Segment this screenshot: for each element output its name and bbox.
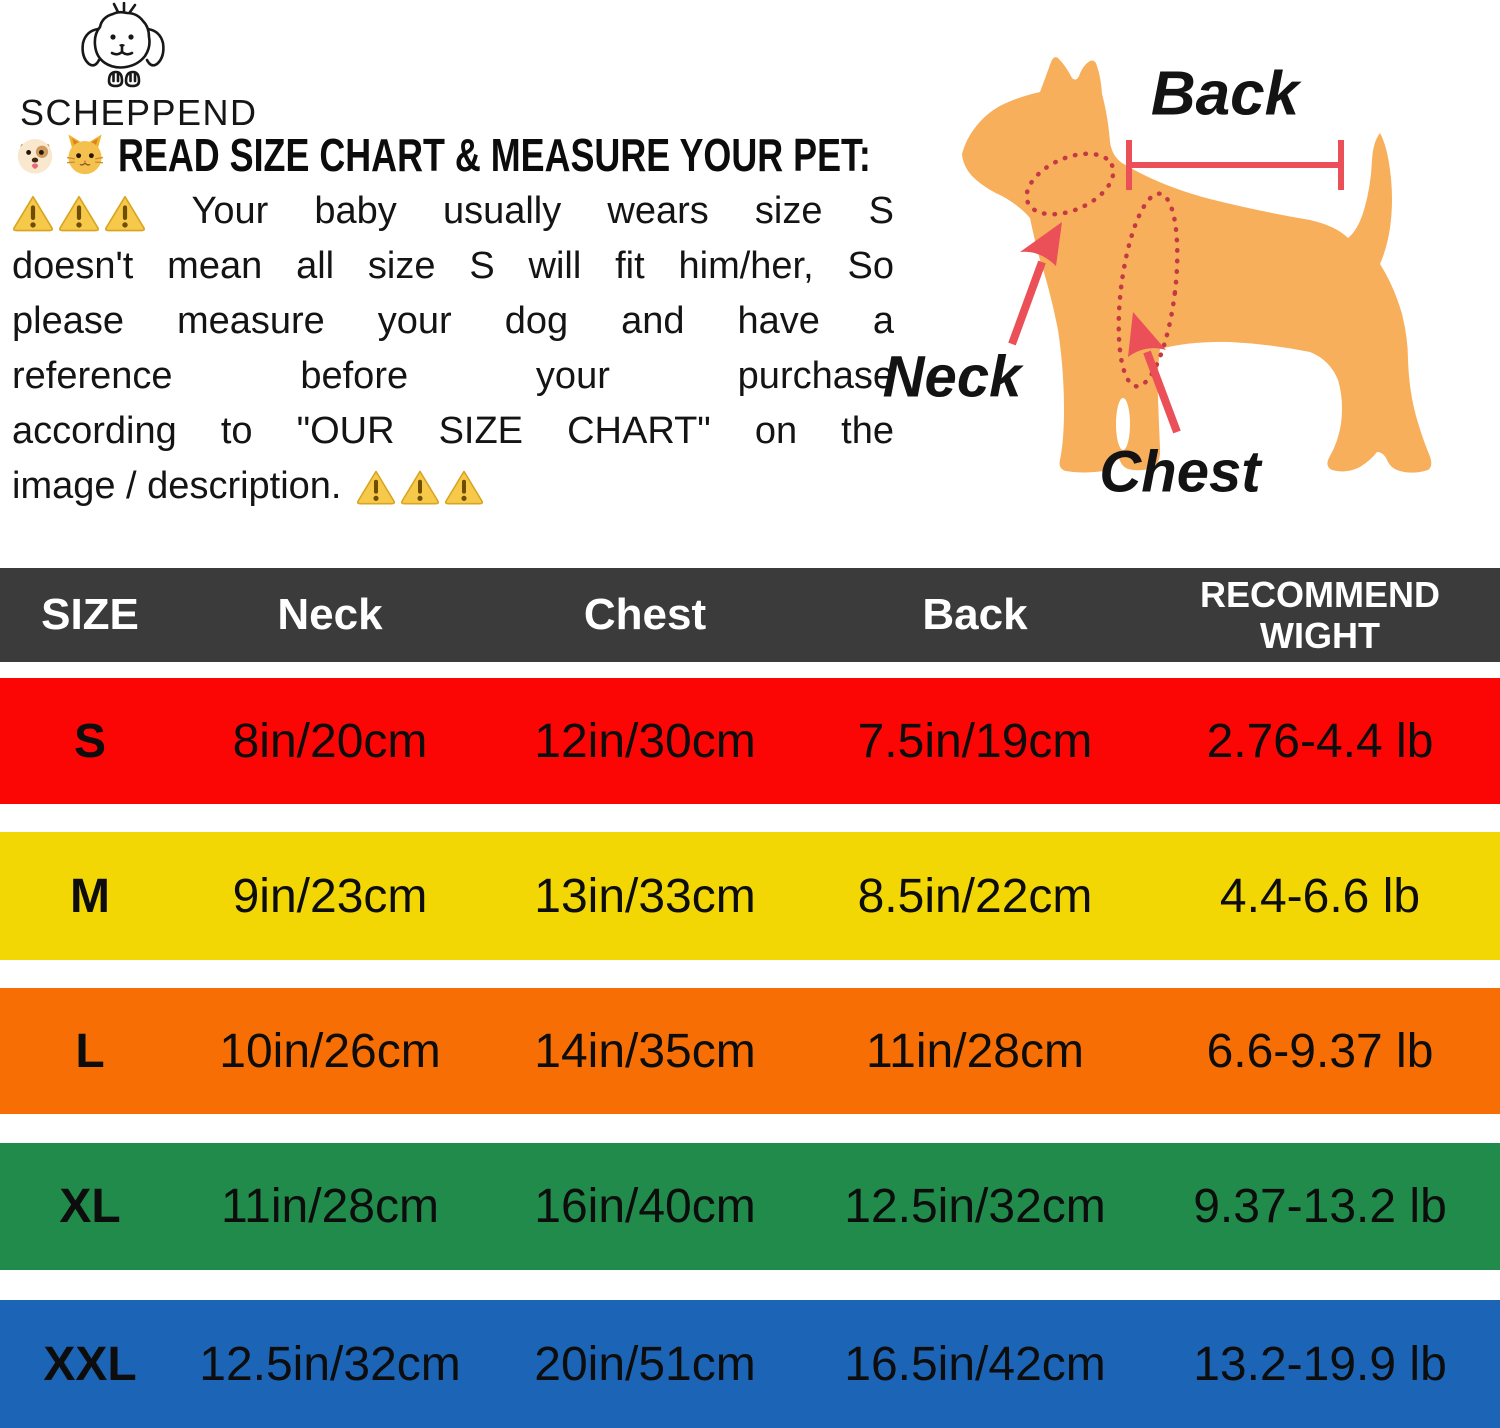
neck-label: Neck	[882, 344, 1022, 410]
back-value: 11in/28cm	[866, 1024, 1084, 1078]
size-table: SIZE Neck Chest Back RECOMMEND WIGHT S 8…	[0, 568, 1500, 1428]
notice-line: doesn't mean all size S will fit him/her…	[12, 245, 894, 287]
puppy-logo-icon	[81, 2, 165, 88]
table-row-xxl: XXL 12.5in/32cm 20in/51cm 16.5in/42cm 13…	[0, 1300, 1500, 1428]
neck-dotted-ellipse	[1024, 151, 1116, 217]
weight-value: 6.6-9.37 lb	[1206, 1024, 1434, 1078]
header-size: SIZE	[41, 590, 139, 639]
notice-heading-text: READ SIZE CHART & MEASURE YOUR PET:	[118, 129, 871, 181]
header-recommend-weight: RECOMMEND WIGHT	[1200, 574, 1440, 656]
table-header-row: SIZE Neck Chest Back RECOMMEND WIGHT	[0, 568, 1500, 662]
chest-value: 16in/40cm	[534, 1180, 756, 1233]
size-value: L	[75, 1024, 105, 1078]
table-row-l: L 10in/26cm 14in/35cm 11in/28cm 6.6-9.37…	[0, 988, 1500, 1114]
size-value: M	[70, 869, 110, 923]
dog-silhouette	[962, 57, 1432, 473]
notice-line: Your baby usually wears size S	[12, 184, 894, 239]
size-value: S	[73, 714, 106, 768]
warning-icon	[105, 195, 145, 232]
warning-icon	[13, 195, 53, 232]
notice-heading: READ SIZE CHART & MEASURE YOUR PET:	[12, 126, 894, 184]
chest-value: 12in/30cm	[534, 714, 756, 768]
weight-value: 13.2-19.9 lb	[1193, 1337, 1447, 1391]
chest-dotted-ellipse	[1116, 191, 1180, 389]
chest-value: 20in/51cm	[534, 1337, 756, 1391]
header-back: Back	[922, 590, 1028, 639]
size-value: XXL	[43, 1337, 137, 1391]
chest-value: 13in/33cm	[534, 869, 756, 923]
notice-line: reference before your purchase	[12, 355, 894, 397]
notice-line-text: image / description.	[12, 465, 342, 507]
notice-line: image / description.	[12, 459, 894, 514]
header-chest: Chest	[583, 590, 707, 639]
dog-face-icon	[17, 139, 53, 174]
notice-line: please measure your dog and have a	[12, 300, 894, 342]
neck-value: 10in/26cm	[219, 1024, 441, 1078]
chest-arrow-icon	[1128, 312, 1181, 434]
back-label: Back	[1150, 59, 1300, 129]
cat-face-icon	[66, 134, 104, 175]
weight-value: 9.37-13.2 lb	[1193, 1180, 1447, 1233]
table-row-s: S 8in/20cm 12in/30cm 7.5in/19cm 2.76-4.4…	[0, 678, 1500, 804]
warning-icon	[400, 470, 439, 504]
neck-value: 12.5in/32cm	[199, 1337, 461, 1391]
back-value: 16.5in/42cm	[844, 1337, 1106, 1391]
notice-line-text: Your baby usually wears size S	[191, 190, 894, 232]
neck-value: 11in/28cm	[221, 1180, 439, 1233]
measure-notice: READ SIZE CHART & MEASURE YOUR PET: Your…	[12, 126, 894, 514]
weight-value: 4.4-6.6 lb	[1219, 869, 1421, 923]
notice-line: according to "OUR SIZE CHART" on the	[12, 410, 894, 452]
brand-name: SCHEPPEND	[20, 92, 258, 133]
warning-icon	[356, 470, 395, 504]
dog-measure-figure: Back Neck Chest	[878, 30, 1500, 578]
back-value: 7.5in/19cm	[857, 714, 1093, 768]
chest-label: Chest	[1099, 439, 1261, 505]
neck-value: 9in/23cm	[232, 869, 428, 923]
back-measure-line	[1126, 140, 1344, 190]
size-value: XL	[59, 1180, 121, 1233]
back-value: 12.5in/32cm	[844, 1180, 1106, 1233]
brand-logo: SCHEPPEND	[20, 2, 258, 134]
front-leg-gap	[1116, 398, 1130, 450]
neck-value: 8in/20cm	[232, 714, 428, 768]
back-value: 8.5in/22cm	[857, 869, 1093, 923]
dog-measure-diagram	[962, 57, 1432, 473]
table-row-m: M 9in/23cm 13in/33cm 8.5in/22cm 4.4-6.6 …	[0, 832, 1500, 960]
table-row-xl: XL 11in/28cm 16in/40cm 12.5in/32cm 9.37-…	[0, 1143, 1500, 1270]
warning-icon	[444, 470, 483, 504]
weight-value: 2.76-4.4 lb	[1206, 714, 1434, 768]
warning-icon	[59, 195, 99, 232]
chest-value: 14in/35cm	[534, 1024, 756, 1078]
neck-arrow-icon	[1008, 222, 1062, 346]
header-neck: Neck	[277, 590, 383, 639]
